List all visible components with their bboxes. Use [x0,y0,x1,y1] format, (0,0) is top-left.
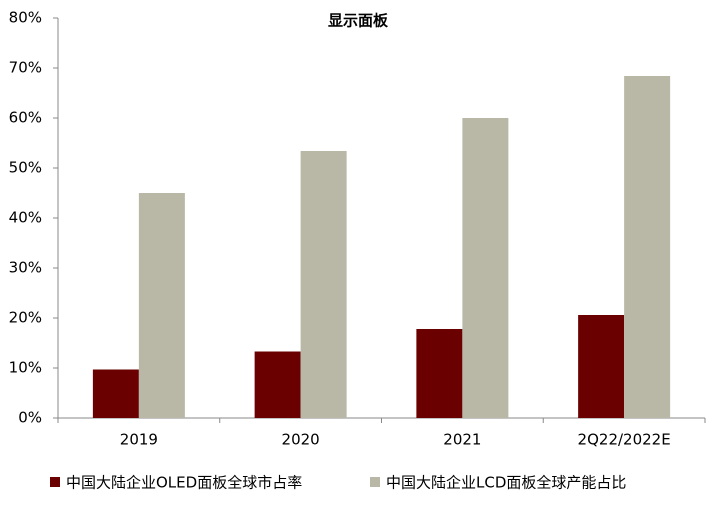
bar [578,315,625,418]
bar [416,329,463,418]
bar [624,76,671,418]
y-tick-label: 0% [18,409,42,427]
bar [254,351,301,418]
bar [462,118,509,418]
bar [138,193,185,418]
x-tick-label: 2020 [282,431,320,449]
legend-label: 中国大陆企业OLED面板全球市占率 [66,474,302,492]
y-tick-label: 20% [9,309,42,327]
bar [300,151,347,418]
y-tick-label: 80% [9,9,42,27]
legend-swatch [370,477,380,487]
y-tick-label: 30% [9,259,42,277]
y-tick-label: 40% [9,209,42,227]
chart-title: 显示面板 [328,12,389,30]
legend-label: 中国大陆企业LCD面板全球产能占比 [386,474,626,492]
y-tick-label: 50% [9,159,42,177]
legend-swatch [50,477,60,487]
x-tick-label: 2019 [120,431,158,449]
x-tick-label: 2Q22/2022E [578,431,671,449]
x-tick-label: 2021 [443,431,481,449]
bar [92,369,139,418]
y-tick-label: 70% [9,59,42,77]
y-tick-label: 60% [9,109,42,127]
y-tick-label: 10% [9,359,42,377]
